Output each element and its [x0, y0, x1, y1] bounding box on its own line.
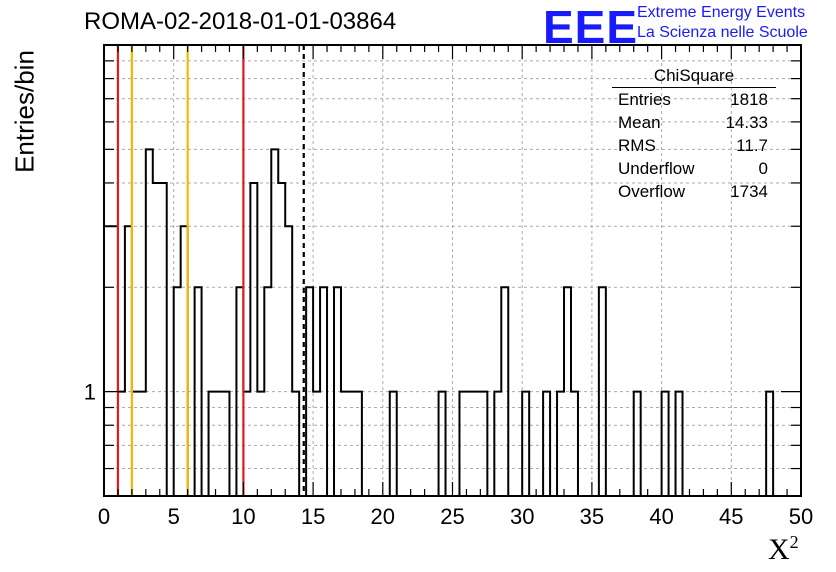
stats-row: RMS 11.7 [610, 134, 776, 157]
x-tick-label: 5 [168, 504, 180, 529]
stats-value: 1818 [730, 90, 768, 109]
x-tick-label: 40 [649, 504, 673, 529]
histogram-bin [250, 183, 257, 496]
stats-label: Entries [618, 90, 671, 109]
x-tick-label: 0 [98, 504, 110, 529]
stats-row: Entries 1818 [610, 88, 776, 111]
run-title: ROMA-02-2018-01-01-03864 [84, 8, 397, 35]
stats-row: Underflow 0 [610, 157, 776, 180]
stats-value: 0 [758, 159, 768, 178]
stats-row: Overflow 1734 [610, 180, 776, 203]
x-axis-label: X2 [768, 532, 799, 567]
stats-box: ChiSquare Entries 1818 Mean 14.33 RMS 11.7 … [610, 66, 776, 203]
histogram-bin [278, 183, 285, 496]
x-axis-label-superscript: 2 [789, 532, 799, 552]
stats-label: Mean [618, 113, 661, 132]
x-tick-label: 15 [301, 504, 325, 529]
x-tick-label: 10 [231, 504, 255, 529]
stats-row: Mean 14.33 [610, 111, 776, 134]
histogram-bin [285, 226, 292, 496]
stats-value: 14.33 [725, 113, 768, 132]
eee-logo: EEE [543, 1, 639, 53]
x-tick-label: 25 [440, 504, 464, 529]
logo-line-1: Extreme Energy Events [637, 4, 806, 21]
x-tick-label: 30 [510, 504, 534, 529]
histogram-bin [153, 183, 160, 496]
x-tick-label: 45 [719, 504, 743, 529]
histogram-bin [104, 226, 111, 496]
histogram-bin [160, 183, 167, 496]
y-tick-label: 1 [84, 380, 96, 405]
stats-value: 11.7 [736, 136, 768, 155]
x-axis-label-base: X [768, 533, 790, 566]
stats-label: Underflow [618, 159, 695, 178]
logo-line-2: La Scienza nelle Scuole [637, 24, 808, 41]
stats-title: ChiSquare [612, 66, 776, 88]
histogram-bin [271, 149, 278, 496]
x-tick-label: 35 [580, 504, 604, 529]
x-tick-label: 50 [789, 504, 813, 529]
stats-label: RMS [618, 136, 656, 155]
stats-value: 1734 [730, 182, 768, 201]
histogram-bin [146, 149, 153, 496]
x-tick-label: 20 [371, 504, 395, 529]
y-axis-label: Entries/bin [9, 50, 40, 173]
stats-label: Overflow [618, 182, 686, 201]
